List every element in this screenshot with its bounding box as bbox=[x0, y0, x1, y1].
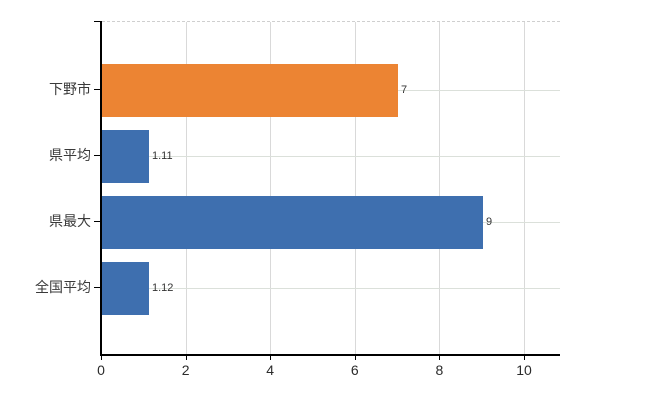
x-tick-label: 4 bbox=[266, 362, 275, 378]
x-axis-tick bbox=[354, 354, 356, 360]
vertical-gridline bbox=[185, 22, 187, 355]
vertical-gridline bbox=[524, 22, 525, 355]
x-axis-tick bbox=[524, 354, 525, 360]
x-tick-label: 0 bbox=[97, 362, 105, 378]
category-label: 県平均 bbox=[49, 147, 91, 163]
x-axis-tick bbox=[185, 354, 187, 360]
category-label: 全国平均 bbox=[35, 279, 91, 295]
bar-3 bbox=[102, 261, 149, 315]
value-label: 1.11 bbox=[152, 150, 173, 162]
category-label: 県最大 bbox=[49, 213, 91, 229]
y-axis-tick bbox=[94, 89, 100, 90]
x-axis-tick bbox=[101, 354, 102, 360]
x-tick-label: 8 bbox=[435, 362, 444, 378]
x-tick-label: 10 bbox=[516, 362, 532, 378]
value-label: 7 bbox=[401, 84, 408, 96]
x-tick-label: 2 bbox=[181, 362, 190, 378]
x-axis-line bbox=[100, 354, 560, 356]
value-label: 9 bbox=[486, 216, 493, 228]
horizontal-gridline bbox=[102, 156, 560, 157]
y-axis-tick bbox=[94, 287, 100, 288]
bar-1 bbox=[102, 129, 149, 183]
y-axis-line bbox=[100, 21, 102, 354]
bar-2 bbox=[102, 195, 483, 249]
vertical-gridline bbox=[439, 22, 441, 355]
y-axis-tick bbox=[94, 221, 100, 222]
value-label: 1.12 bbox=[152, 282, 174, 294]
x-axis-tick bbox=[270, 354, 272, 360]
vertical-gridline bbox=[354, 22, 356, 355]
x-tick-label: 6 bbox=[350, 362, 359, 378]
y-axis-top-tick bbox=[94, 21, 100, 22]
x-axis-tick bbox=[439, 354, 441, 360]
category-label: 下野市 bbox=[49, 81, 91, 97]
plot-area: 7 1.11 9 1.12 bbox=[102, 21, 560, 355]
horizontal-gridline bbox=[102, 288, 560, 289]
bar-0 bbox=[102, 63, 398, 117]
y-axis-tick bbox=[94, 155, 100, 156]
vertical-gridline bbox=[270, 22, 272, 355]
